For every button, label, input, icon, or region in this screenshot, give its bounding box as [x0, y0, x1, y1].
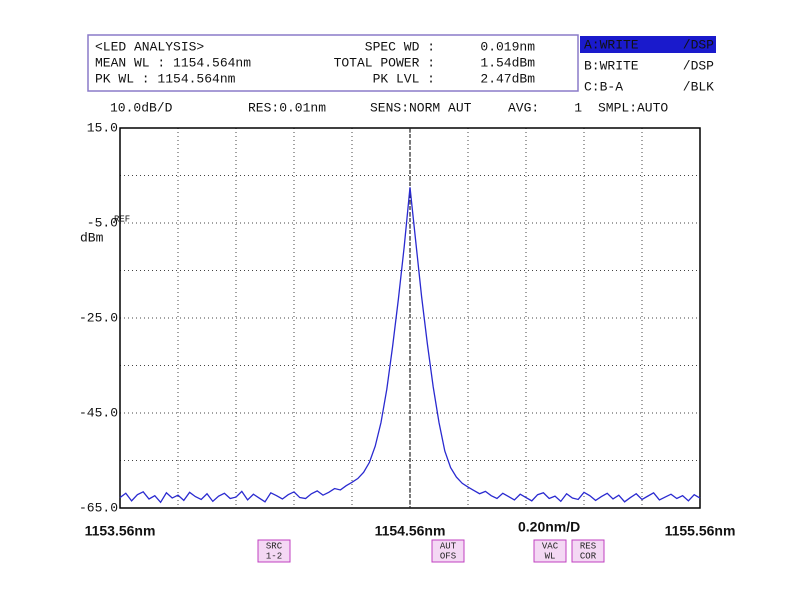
soft-key-label: RES	[580, 541, 596, 551]
y-tick-label: -45.0	[79, 405, 118, 420]
soft-key	[571, 539, 605, 563]
soft-key-label: VAC	[542, 541, 559, 551]
info-value: 0.019nm	[480, 39, 535, 54]
info-text: <LED ANALYSIS>	[95, 39, 204, 54]
soft-key	[257, 539, 291, 563]
trace-mode: /DSP	[683, 58, 714, 73]
soft-key	[431, 539, 465, 563]
soft-key-label: WL	[545, 551, 556, 561]
trace-name: B:WRITE	[584, 58, 639, 73]
y-tick-label: -5.0	[87, 215, 118, 230]
y-tick-label: -25.0	[79, 310, 118, 325]
soft-key-label: OFS	[440, 551, 456, 561]
trace-name: A:WRITE	[584, 37, 639, 52]
info-key: TOTAL POWER :	[334, 55, 435, 70]
x-tick-label: 1155.56nm	[665, 523, 736, 539]
status-text: 1	[574, 100, 582, 115]
active-trace-highlight	[580, 36, 716, 53]
status-text: SMPL:AUTO	[598, 100, 668, 115]
y-tick-label: 15.0	[87, 120, 118, 135]
soft-key-label: AUT	[440, 541, 457, 551]
y-division: 10.0dB/D	[110, 100, 173, 115]
soft-key-label: SRC	[266, 541, 283, 551]
trace-name: C:B-A	[584, 79, 623, 94]
y-tick-label: -65.0	[79, 500, 118, 515]
trace-mode: /BLK	[683, 79, 714, 94]
soft-key-label: 1-2	[266, 551, 282, 561]
info-key: SPEC WD :	[365, 39, 435, 54]
x-tick-label: 1153.56nm	[85, 523, 156, 539]
ref-label: REF	[114, 214, 130, 224]
trace-line	[119, 187, 701, 504]
info-box	[87, 34, 579, 92]
trace-mode: /DSP	[683, 37, 714, 52]
status-text: AVG:	[508, 100, 539, 115]
info-key: PK LVL :	[373, 71, 435, 86]
status-text: SENS:NORM AUT	[370, 100, 472, 115]
soft-key	[533, 539, 567, 563]
info-text: PK WL : 1154.564nm	[95, 71, 236, 86]
info-value: 2.47dBm	[480, 71, 535, 86]
y-axis-label: dBm	[80, 230, 104, 245]
info-value: 1.54dBm	[480, 55, 535, 70]
soft-key-label: COR	[580, 551, 597, 561]
info-text: MEAN WL : 1154.564nm	[95, 55, 251, 70]
x-tick-label: 1154.56nm	[375, 523, 446, 539]
x-division: 0.20nm/D	[518, 519, 580, 535]
status-text: RES:0.01nm	[248, 100, 326, 115]
